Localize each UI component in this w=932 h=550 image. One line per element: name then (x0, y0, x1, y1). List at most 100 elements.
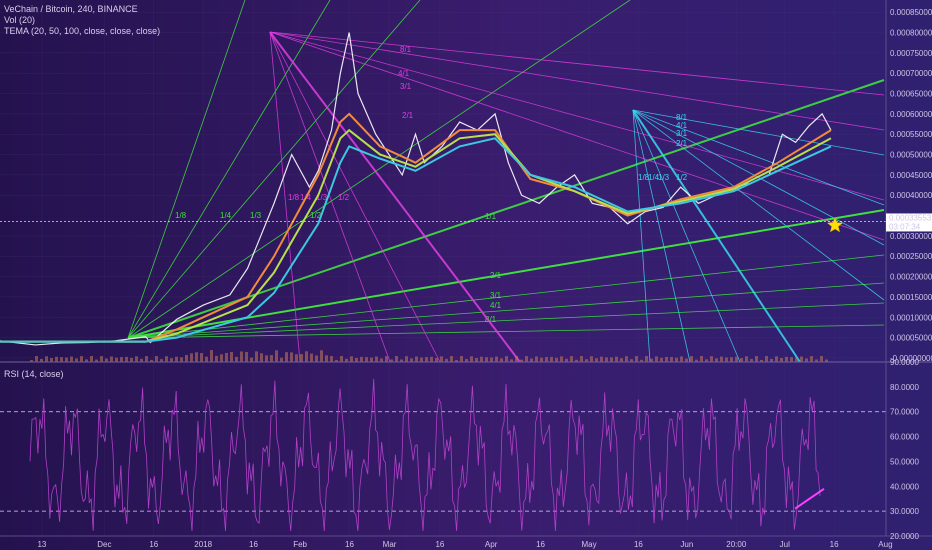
volume-bar (325, 355, 328, 362)
volume-bar (670, 357, 673, 362)
volume-bar (90, 356, 93, 362)
gann-fan-cyan-label: 2/1 (676, 139, 688, 148)
volume-bar (370, 357, 373, 362)
volume-bar (290, 352, 293, 362)
volume-bar (460, 356, 463, 362)
volume-bar (145, 356, 148, 362)
price-axis-tick-label: 0.00030000 (890, 232, 932, 241)
time-axis-tick-label: 16 (249, 540, 258, 549)
volume-bar (70, 356, 73, 362)
volume-bar (580, 356, 583, 362)
volume-bar (490, 357, 493, 362)
gann-fan-green-label: 1/3 (250, 211, 262, 220)
volume-bar (255, 351, 258, 362)
volume-bar (720, 356, 723, 362)
time-axis-tick-label: Feb (293, 540, 307, 549)
volume-bar (140, 358, 143, 362)
volume-bar (395, 356, 398, 362)
last-price-countdown: 03:07:34 (889, 222, 921, 231)
volume-bar (55, 356, 58, 362)
chart-title: VeChain / Bitcoin, 240, BINANCE (4, 4, 138, 14)
volume-bar (275, 350, 278, 362)
volume-bar (270, 355, 273, 362)
volume-bar (45, 356, 48, 362)
price-axis-tick-label: 0.00020000 (890, 273, 932, 282)
last-price-value: 0.00033553 (889, 213, 932, 222)
price-axis-tick-label: 0.00085000 (890, 8, 932, 17)
gann-fan-magenta-label: 1/2 (338, 193, 350, 202)
gann-fan-green-line (127, 324, 885, 339)
gann-fan-green-label: 1/2 (310, 211, 322, 220)
volume-bar (665, 356, 668, 362)
volume-bar (430, 356, 433, 362)
volume-bar (205, 356, 208, 362)
volume-bar (85, 359, 88, 362)
gann-fan-green-line (127, 282, 885, 339)
volume-bar (690, 356, 693, 362)
volume-bar (245, 352, 248, 362)
volume-bar (415, 356, 418, 362)
volume-bar (240, 351, 243, 362)
gann-fan-green-line (127, 0, 246, 339)
gann-fan-cyan-label: 1/3 (658, 173, 670, 182)
gann-fan-cyan-label: 1/2 (676, 173, 688, 182)
volume-bar (285, 352, 288, 362)
volume-bar (350, 356, 353, 362)
volume-bar (600, 356, 603, 362)
volume-bar (100, 356, 103, 362)
gann-fan-green-line (127, 0, 421, 339)
volume-bar (450, 356, 453, 362)
volume-bar (315, 355, 318, 362)
rsi-axis-tick-label: 80.0000 (890, 383, 919, 392)
volume-bar (400, 359, 403, 362)
volume-bar (825, 359, 828, 362)
volume-bar (425, 357, 428, 362)
time-axis-tick-label: 16 (536, 540, 545, 549)
volume-bar (440, 356, 443, 362)
volume-bar (700, 356, 703, 362)
volume-bar (630, 359, 633, 362)
rsi-axis-tick-label: 40.0000 (890, 482, 919, 491)
volume-bar (795, 357, 798, 362)
price-axis-tick-label: -0.00000000 (890, 354, 932, 363)
gann-fan-magenta-line (269, 31, 391, 363)
rsi-axis-tick-label: 90.0000 (890, 358, 919, 367)
price-axis-tick-label: 0.00070000 (890, 69, 932, 78)
rsi-axis-tick-label: 20.0000 (890, 532, 919, 541)
volume-bar (715, 358, 718, 362)
volume-bar (405, 356, 408, 362)
volume-bar (35, 356, 38, 362)
volume-bar (75, 358, 78, 362)
volume-bar (115, 357, 118, 362)
gann-fan-magenta-label: 1/8 (288, 193, 300, 202)
volume-bar (175, 356, 178, 362)
rsi-axis-tick-label: 30.0000 (890, 507, 919, 516)
gann-fan-green-line (127, 79, 885, 339)
gann-fan-magenta-label: 4/1 (398, 69, 410, 78)
volume-bar (805, 358, 808, 362)
volume-bar (235, 356, 238, 362)
volume-bar (185, 354, 188, 362)
gann-fan-cyan-line (632, 109, 801, 363)
volume-bar (775, 356, 778, 362)
gann-fan-cyan-label: 8/1 (676, 113, 688, 122)
volume-bar (305, 351, 308, 362)
volume-bar (645, 356, 648, 362)
volume-bar (545, 357, 548, 362)
time-axis-tick-label: Dec (97, 540, 111, 549)
volume-bar (515, 356, 518, 362)
volume-bar (730, 357, 733, 362)
volume-bar (260, 353, 263, 362)
volume-bar (575, 359, 578, 362)
grid-layer (0, 0, 886, 536)
time-axis-tick-label: 16 (149, 540, 158, 549)
volume-bar (470, 356, 473, 362)
rsi-line (29, 378, 821, 532)
rsi-layer (0, 378, 886, 532)
volume-bar (495, 356, 498, 362)
volume-bar (520, 359, 523, 362)
